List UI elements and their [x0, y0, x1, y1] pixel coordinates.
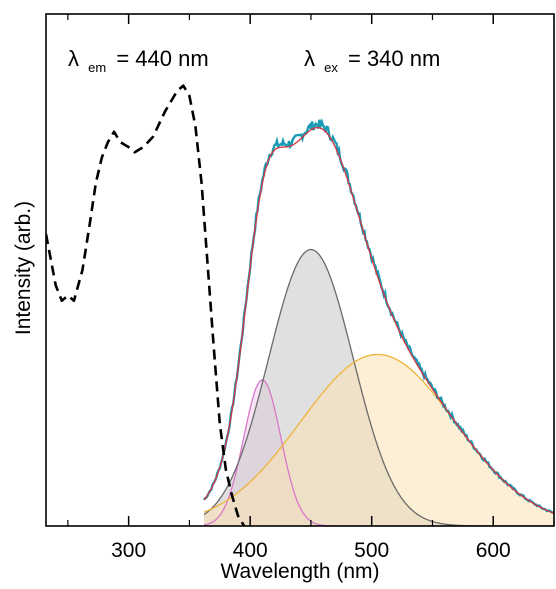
y-axis-label: Intensity (arb.): [12, 201, 35, 335]
excitation-line: [46, 84, 246, 526]
annotation-excitation: λ ex = 340 nm: [304, 46, 440, 77]
excitation-layer: [46, 84, 246, 526]
annotation-excitation-subscript: ex: [324, 60, 338, 75]
x-tick-label-400: 400: [233, 539, 268, 562]
x-axis-label: Wavelength (nm): [220, 560, 379, 583]
emission-layer: [203, 118, 554, 515]
annotation-emission-symbol: λ: [68, 46, 79, 71]
annotation-emission-value: = 440 nm: [116, 46, 208, 71]
x-ticks: 300 400 500 600: [67, 14, 555, 562]
emission-fit-line: [203, 126, 554, 514]
annotation-emission: λ em = 440 nm: [68, 46, 209, 77]
plot-frame: [45, 13, 555, 527]
annotation-excitation-symbol: λ: [304, 46, 315, 71]
x-tick-label-300: 300: [111, 539, 146, 562]
component-curve-1: [203, 379, 554, 526]
x-tick-label-500: 500: [354, 539, 389, 562]
annotation-excitation-value: = 340 nm: [348, 46, 440, 71]
x-tick-label-600: 600: [476, 539, 511, 562]
annotation-emission-subscript: em: [88, 60, 106, 75]
